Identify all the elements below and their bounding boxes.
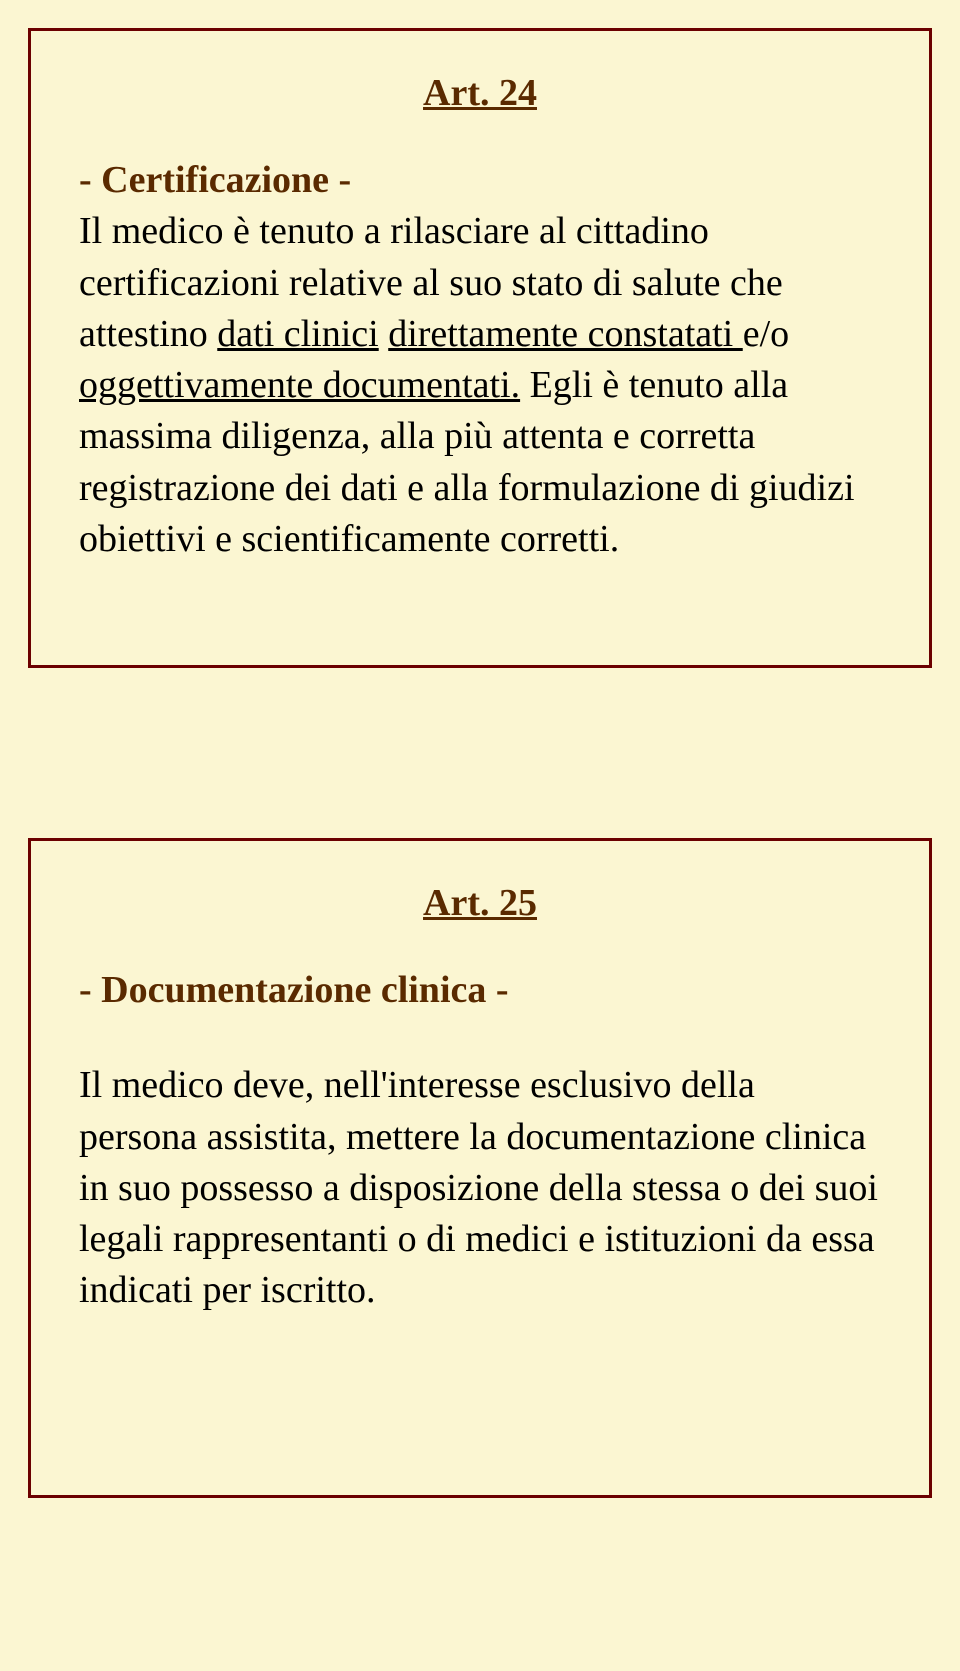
article-24-underline-3: oggettivamente documentati. <box>79 364 520 406</box>
article-25-title: Art. 25 <box>79 881 881 925</box>
article-24-text-part3: e/o <box>743 313 789 355</box>
article-24-underline-1: dati clinici <box>217 313 378 355</box>
article-25-body: Il medico deve, nell'interesse esclusivo… <box>79 1060 881 1316</box>
article-25-subtitle: - Documentazione clinica - <box>79 965 881 1016</box>
article-25-panel: Art. 25 - Documentazione clinica - Il me… <box>28 838 932 1498</box>
spacer <box>79 1020 881 1060</box>
article-24-body: Il medico è tenuto a rilasciare al citta… <box>79 210 855 560</box>
article-24-text-part2 <box>379 313 389 355</box>
article-24-underline-2: direttamente constatati <box>388 313 743 355</box>
article-24-title: Art. 24 <box>79 71 881 115</box>
article-24-panel: Art. 24 - Certificazione - Il medico è t… <box>28 28 932 668</box>
article-24-subtitle: - Certificazione - <box>79 159 351 201</box>
